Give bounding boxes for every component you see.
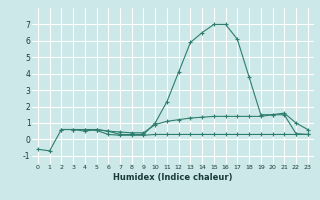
X-axis label: Humidex (Indice chaleur): Humidex (Indice chaleur) — [113, 173, 233, 182]
